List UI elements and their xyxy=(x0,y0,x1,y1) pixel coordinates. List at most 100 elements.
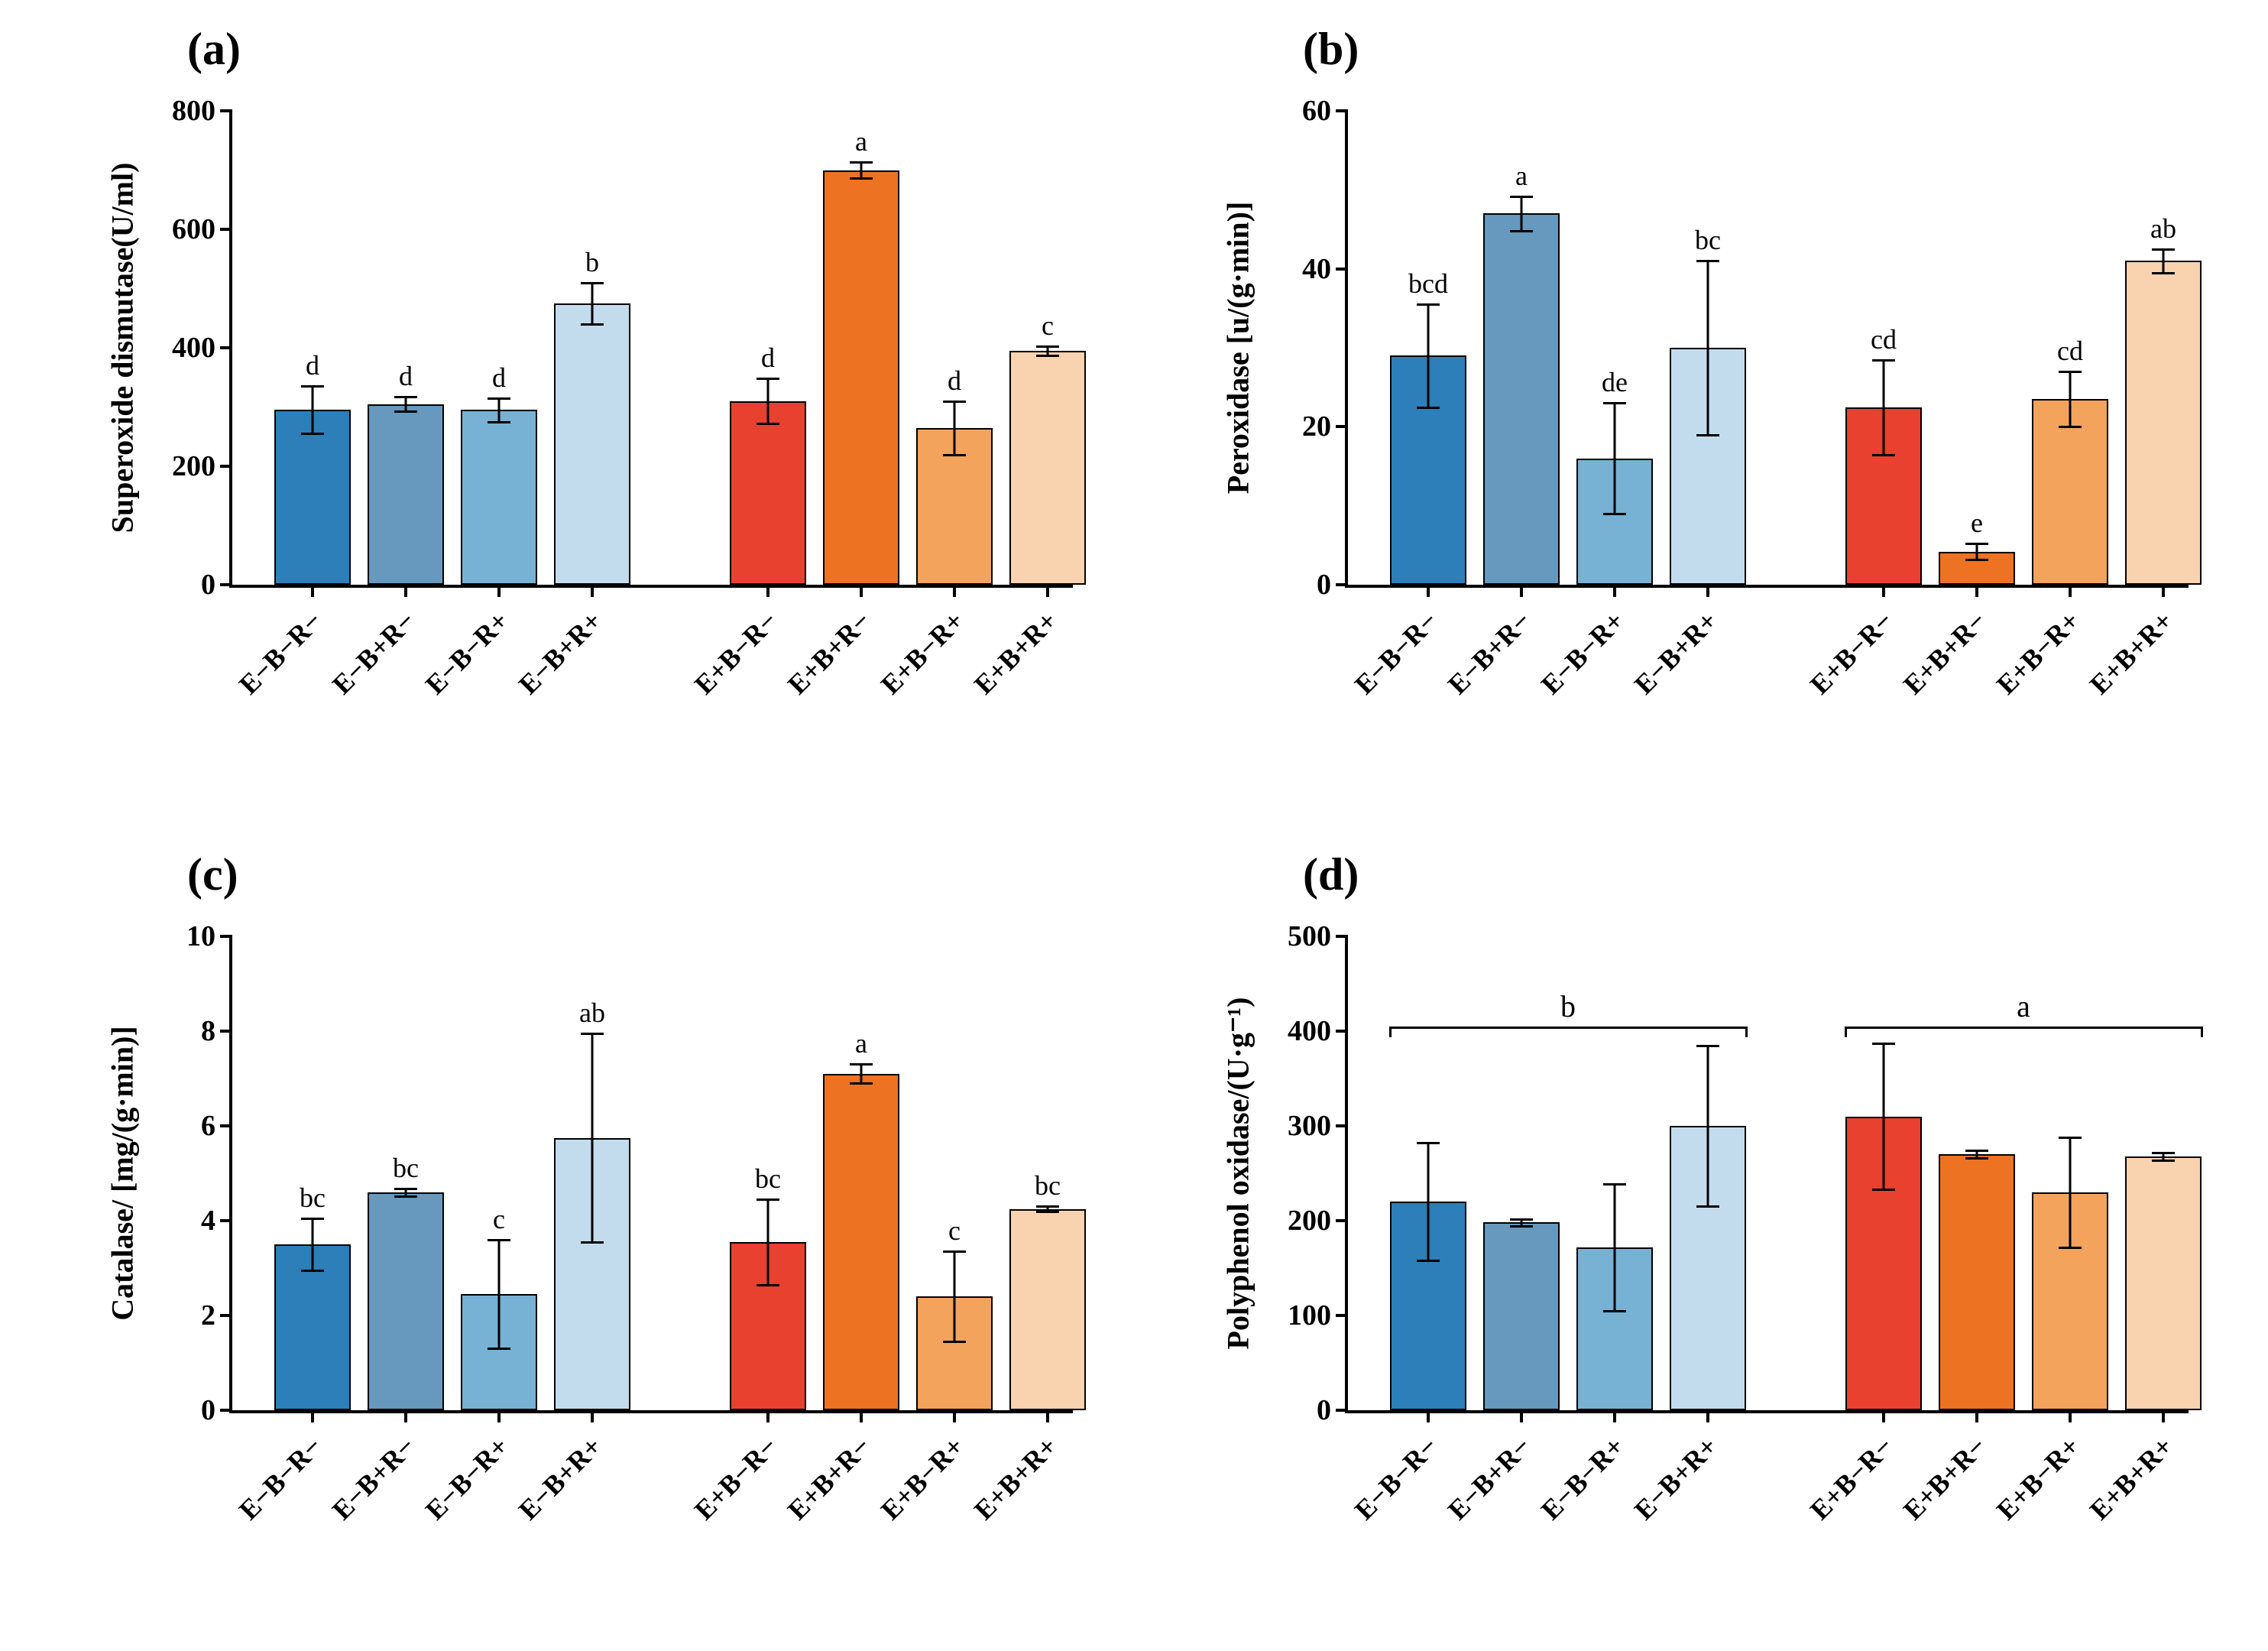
significance-letter: cd xyxy=(2057,335,2083,367)
y-tick-label: 500 xyxy=(1288,920,1331,953)
group-significance-line-end xyxy=(2201,1027,2203,1037)
error-cap xyxy=(850,161,873,164)
x-tick xyxy=(1046,585,1049,597)
bar xyxy=(368,1192,444,1410)
significance-letter: ab xyxy=(579,997,605,1029)
error-cap xyxy=(488,1239,510,1241)
error-cap xyxy=(1965,559,1988,561)
error-cap xyxy=(1603,402,1626,404)
significance-letter: c xyxy=(948,1215,961,1247)
error-cap xyxy=(1036,355,1059,357)
y-axis-label: Superoxide dismutase(U/ml) xyxy=(105,163,141,534)
y-tick-label: 300 xyxy=(1288,1109,1331,1143)
error-cap xyxy=(301,1218,324,1220)
significance-letter: e xyxy=(1971,507,1983,539)
error-bar xyxy=(1976,543,1978,560)
y-tick-label: 10 xyxy=(186,920,215,953)
y-tick-label: 400 xyxy=(172,331,215,365)
group-significance-line-end xyxy=(1745,1027,1748,1037)
x-tick xyxy=(1613,1410,1616,1422)
significance-letter: d xyxy=(306,349,319,381)
significance-letter: bc xyxy=(393,1152,419,1184)
bar xyxy=(2125,1156,2202,1410)
significance-letter: bc xyxy=(300,1182,326,1214)
x-tick xyxy=(591,1410,594,1422)
error-cap xyxy=(850,1063,873,1066)
error-cap xyxy=(1603,513,1626,515)
panel-d: (d)0100200300400500baPolyphenol oxidase/… xyxy=(1192,848,2224,1613)
error-cap xyxy=(301,1270,324,1272)
x-tick xyxy=(953,585,956,597)
error-cap xyxy=(1036,1211,1059,1213)
y-tick-label: 4 xyxy=(201,1204,215,1237)
panel-label-c: (c) xyxy=(187,848,238,901)
panel-label-a: (a) xyxy=(187,23,241,76)
x-tick xyxy=(1520,585,1523,597)
error-bar xyxy=(1707,261,1709,434)
error-cap xyxy=(1965,1157,1988,1160)
error-cap xyxy=(581,282,604,284)
error-bar xyxy=(1614,403,1616,514)
y-tick-label: 60 xyxy=(1302,94,1331,128)
y-tick xyxy=(220,1219,232,1222)
x-tick xyxy=(497,1410,501,1422)
significance-letter: d xyxy=(492,362,506,394)
group-significance-letter: b xyxy=(1560,988,1576,1024)
y-tick-label: 0 xyxy=(201,1393,215,1427)
error-cap xyxy=(1603,1310,1626,1312)
significance-letter: bcd xyxy=(1408,268,1448,300)
error-bar xyxy=(1707,1046,1709,1207)
y-tick-label: 600 xyxy=(172,212,215,246)
y-tick xyxy=(1336,1219,1348,1222)
y-tick xyxy=(1336,268,1348,271)
bar xyxy=(1009,1209,1086,1411)
y-tick xyxy=(220,935,232,938)
y-tick xyxy=(1336,1030,1348,1033)
error-cap xyxy=(581,323,604,326)
y-tick xyxy=(220,1409,232,1412)
y-tick xyxy=(1336,425,1348,428)
panel-b: (b)0204060bcdadebccdecdabPeroxidase [u/(… xyxy=(1192,23,2224,787)
error-cap xyxy=(488,1348,510,1350)
error-cap xyxy=(2059,426,2082,428)
y-tick-label: 0 xyxy=(1317,1393,1331,1427)
significance-letter: a xyxy=(855,1027,867,1059)
error-bar xyxy=(405,397,407,411)
significance-letter: d xyxy=(399,360,413,392)
bar xyxy=(730,401,806,585)
y-axis-label: Catalase/ [mg/(g·min)] xyxy=(105,1026,141,1321)
significance-letter: bc xyxy=(1695,224,1721,256)
error-cap xyxy=(1417,303,1440,306)
error-cap xyxy=(1510,1218,1533,1221)
y-tick xyxy=(1336,109,1348,112)
error-bar xyxy=(860,1064,863,1083)
y-tick xyxy=(220,109,232,112)
y-tick-label: 400 xyxy=(1288,1014,1331,1048)
y-tick-label: 40 xyxy=(1302,252,1331,286)
bar xyxy=(2125,261,2202,585)
error-cap xyxy=(1510,230,1533,232)
error-bar xyxy=(498,1240,501,1349)
y-axis-label: Polyphenol oxidase/(U·g⁻¹) xyxy=(1220,997,1256,1350)
error-cap xyxy=(1872,454,1895,456)
bar xyxy=(823,1074,899,1410)
x-tick xyxy=(1046,1410,1049,1422)
significance-letter: b xyxy=(585,246,599,278)
x-tick xyxy=(1520,1410,1523,1422)
x-tick xyxy=(953,1410,956,1422)
significance-letter: de xyxy=(1602,366,1628,398)
y-tick xyxy=(220,228,232,231)
error-cap xyxy=(488,421,510,423)
panel-c: (c)0246810bcbccabbcacbcCatalase/ [mg/(g·… xyxy=(76,848,1108,1613)
error-cap xyxy=(757,423,779,425)
bar xyxy=(554,303,630,585)
bar xyxy=(1009,351,1086,585)
y-tick-label: 2 xyxy=(201,1299,215,1332)
y-tick-label: 800 xyxy=(172,94,215,128)
y-axis-label: Peroxidase [u/(g·min)] xyxy=(1220,202,1256,495)
error-bar xyxy=(591,283,594,324)
error-bar xyxy=(1427,304,1430,407)
y-tick-label: 20 xyxy=(1302,410,1331,443)
error-cap xyxy=(394,410,417,413)
error-cap xyxy=(2152,1160,2175,1162)
